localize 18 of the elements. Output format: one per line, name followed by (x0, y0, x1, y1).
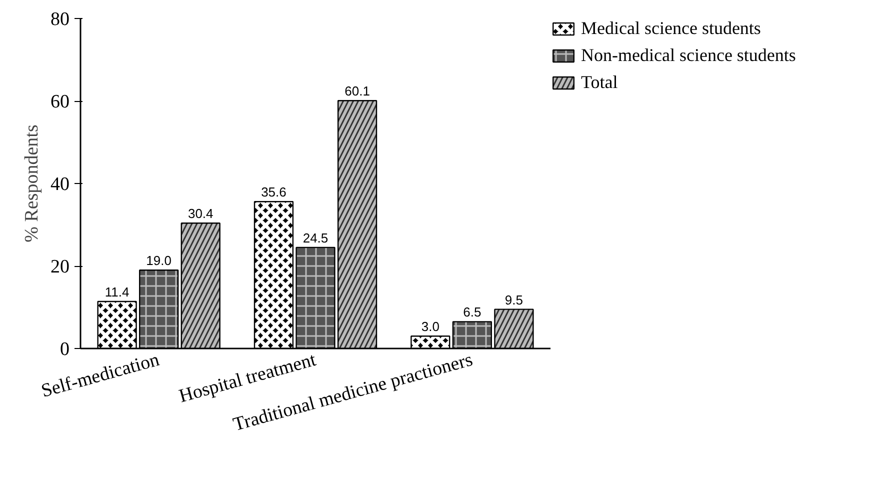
data-label: 3.0 (421, 319, 440, 334)
legend-label: Total (581, 72, 618, 93)
legend-label: Non-medical science students (581, 45, 796, 66)
data-label: 60.1 (344, 84, 370, 99)
y-axis-title: % Respondents (22, 124, 42, 242)
y-tick-label: 80 (50, 9, 70, 30)
data-label: 6.5 (463, 304, 482, 320)
data-label: 9.5 (504, 292, 523, 308)
data-label: 30.4 (188, 206, 214, 222)
y-tick-label: 20 (50, 256, 70, 278)
y-tick-label: 40 (50, 174, 70, 195)
y-tick-label: 0 (60, 339, 70, 360)
data-label: 11.4 (104, 284, 130, 300)
data-label: 19.0 (146, 253, 172, 268)
data-label: 35.6 (261, 184, 286, 200)
y-tick-label: 60 (50, 92, 70, 112)
legend-label: Medical science students (581, 18, 761, 39)
data-label: 24.5 (302, 230, 328, 246)
